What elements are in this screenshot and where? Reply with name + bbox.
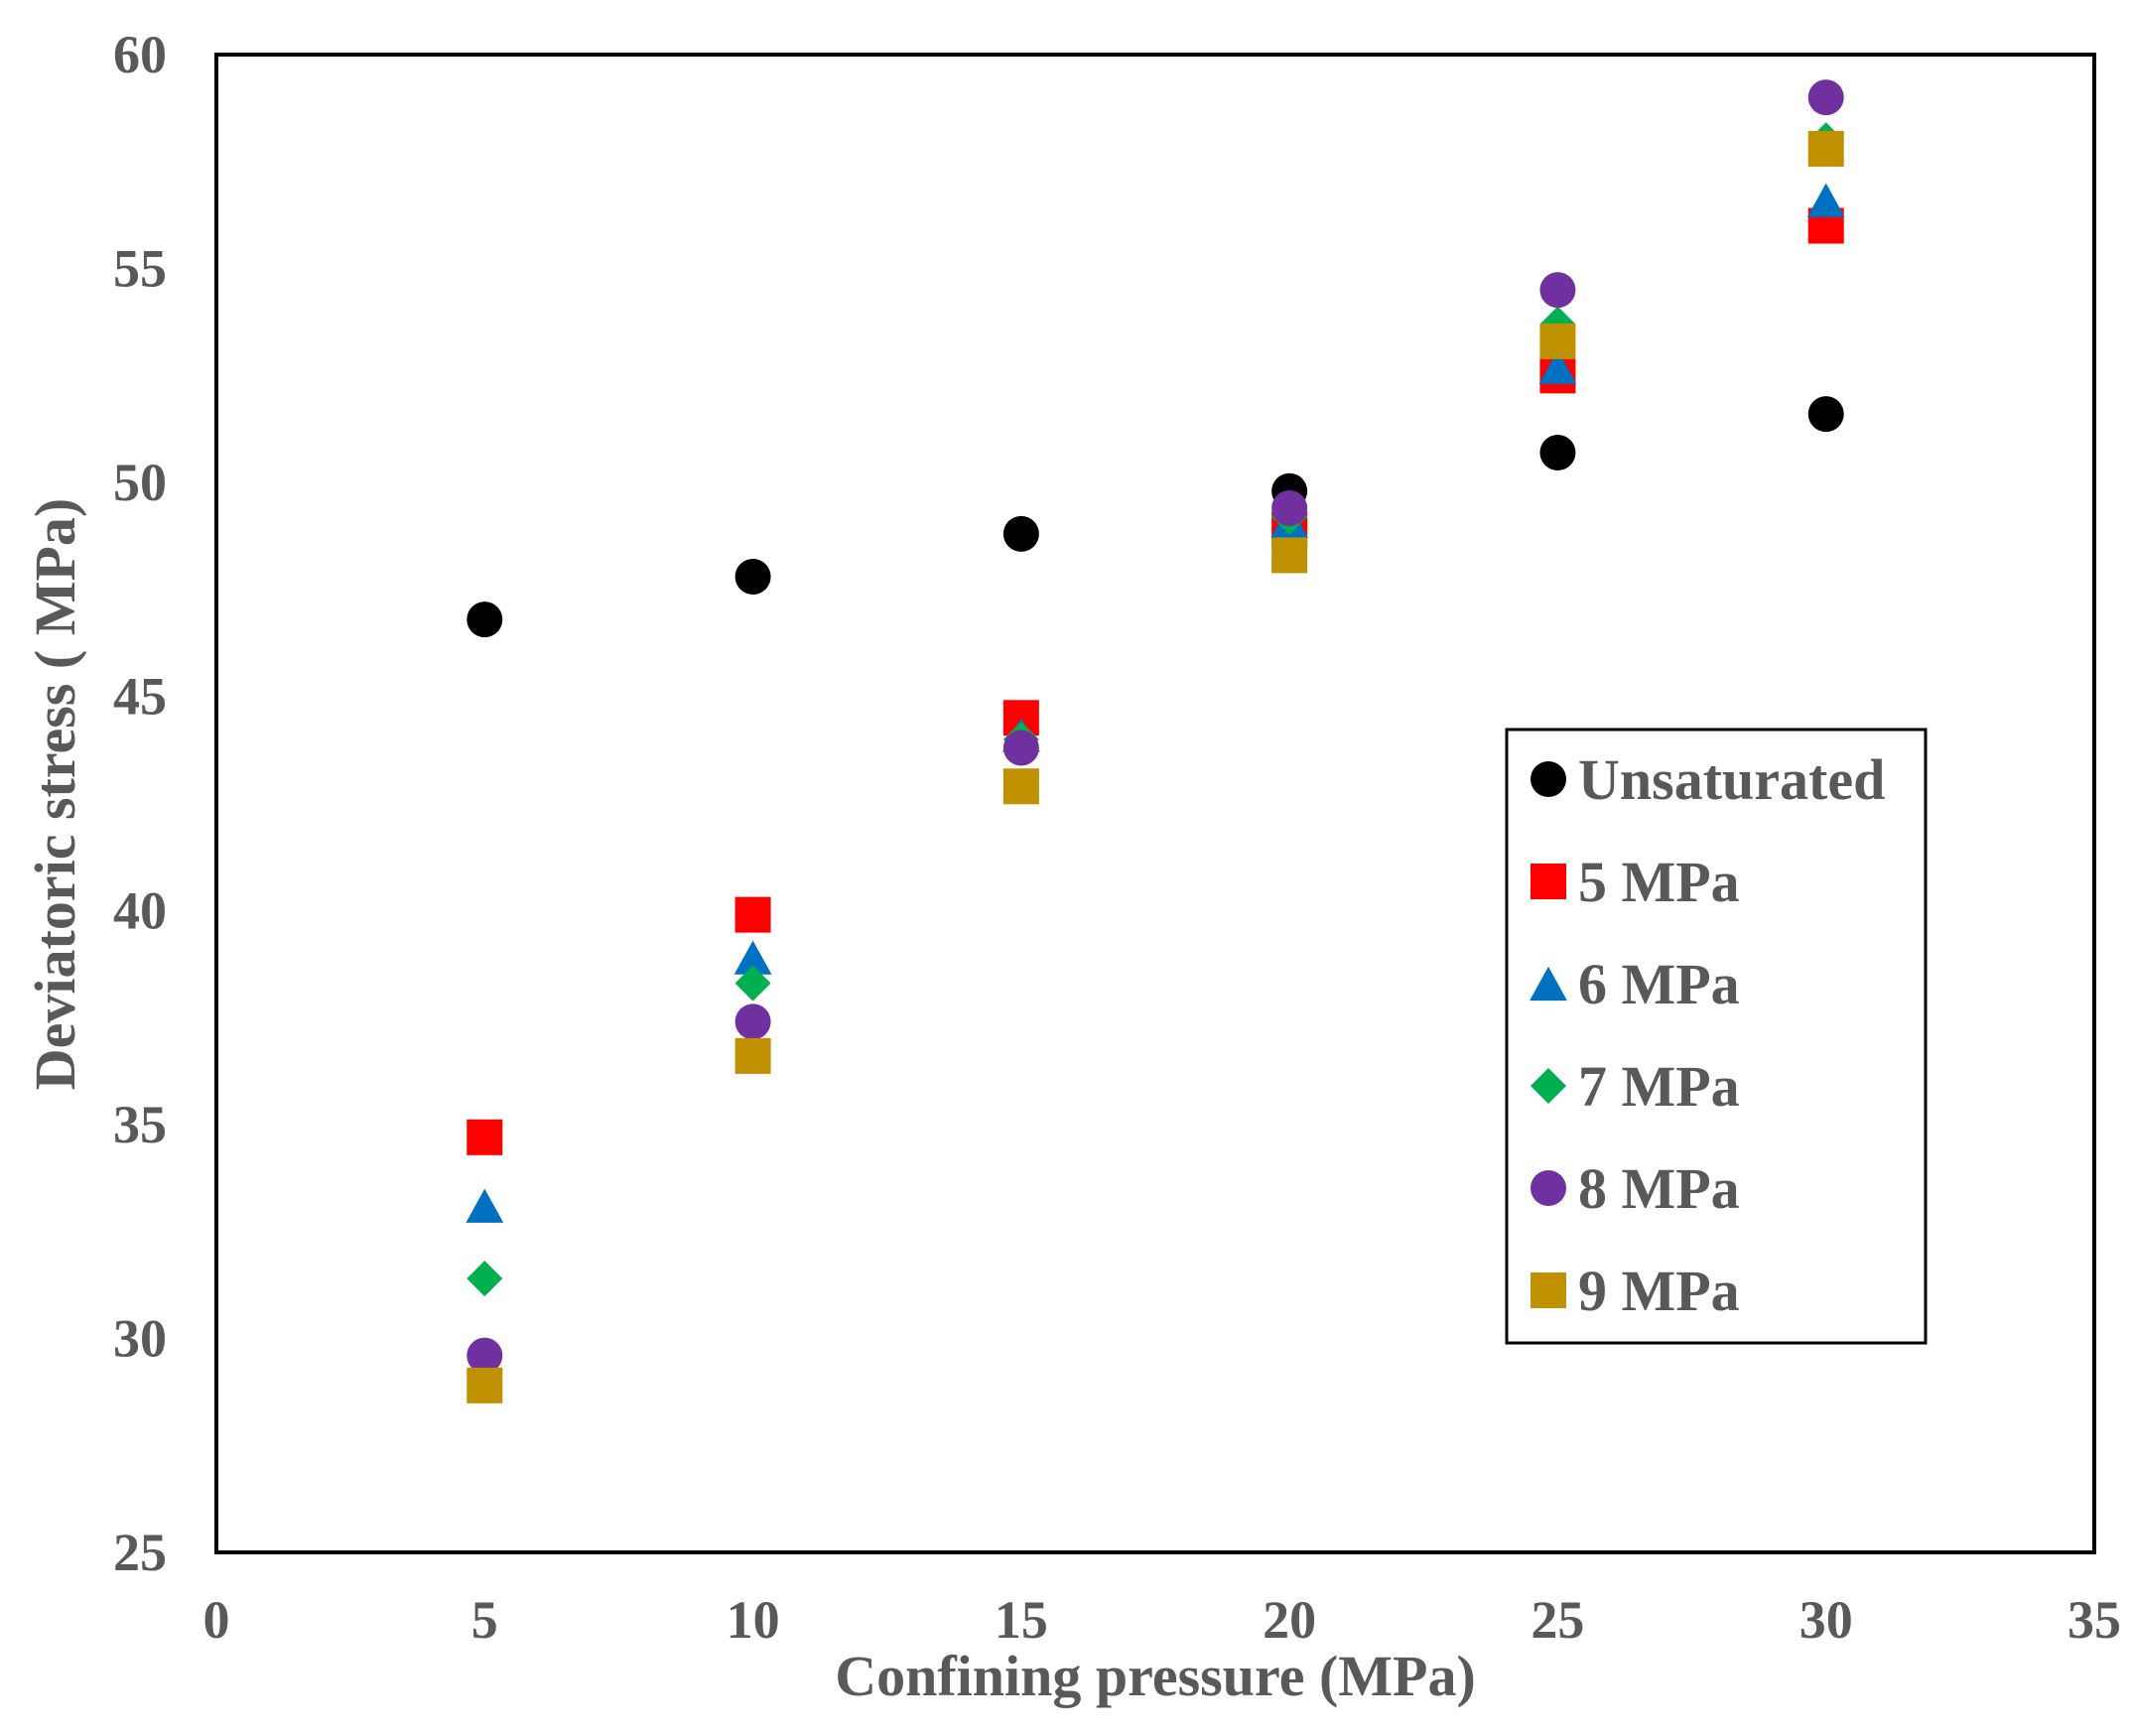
legend-entry: Unsaturated (1531, 747, 1885, 812)
data-point (733, 940, 772, 975)
legend-box (1505, 728, 1928, 1345)
data-point (734, 558, 771, 595)
x-tick-label: 30 (1799, 1590, 1853, 1650)
y-tick-label: 50 (113, 453, 167, 512)
legend-marker (1531, 761, 1566, 797)
data-point (466, 1261, 503, 1297)
data-point (1538, 349, 1577, 384)
data-point (734, 965, 771, 1002)
legend-label: 6 MPa (1578, 952, 1740, 1016)
y-tick-label: 55 (113, 239, 167, 299)
data-point (1539, 434, 1576, 470)
data-point (734, 1037, 771, 1074)
y-tick-label: 25 (113, 1523, 167, 1582)
data-point (1002, 768, 1039, 805)
data-point (1807, 130, 1844, 167)
legend: Unsaturated 5 MPa 6 MPa 7 MPa 8 MPa 9 MPa (1505, 728, 1928, 1345)
series-unsaturated (466, 396, 1844, 638)
data-point (466, 1188, 504, 1223)
x-tick-label: 35 (2067, 1590, 2121, 1650)
data-point (734, 896, 771, 933)
legend-label: Unsaturated (1578, 747, 1885, 812)
data-point (1271, 537, 1308, 574)
y-tick-label: 30 (113, 1308, 167, 1368)
legend-marker (1531, 1170, 1566, 1206)
legend-entry: 5 MPa (1531, 850, 1740, 914)
legend-label: 5 MPa (1578, 850, 1740, 914)
legend-entry: 6 MPa (1530, 952, 1740, 1016)
x-tick-label: 10 (727, 1590, 780, 1650)
legend-marker (1531, 1272, 1566, 1308)
y-tick-label: 35 (113, 1095, 167, 1154)
series-8-mpa (466, 79, 1844, 1374)
y-axis-ticks: 25 30 35 40 45 50 55 60 (113, 25, 167, 1582)
data-points (466, 79, 1845, 1403)
legend-entry: 9 MPa (1531, 1259, 1740, 1323)
data-point (1539, 323, 1576, 359)
legend-label: 7 MPa (1578, 1054, 1740, 1119)
legend-marker (1531, 1068, 1566, 1104)
y-axis-title: Deviatoric stress ( MPa) (23, 498, 87, 1090)
data-point (466, 1367, 503, 1403)
data-point (1539, 272, 1576, 309)
y-tick-label: 40 (113, 880, 167, 940)
x-tick-label: 15 (995, 1590, 1048, 1650)
data-point (734, 1003, 771, 1040)
x-axis-ticks: 0 5 10 15 20 25 30 35 (203, 1590, 2122, 1650)
plot-area-frame (214, 53, 2096, 1554)
x-axis-title: Confining pressure (MPa) (835, 1644, 1476, 1708)
series-9-mpa (466, 130, 1844, 1403)
data-point (1806, 183, 1845, 217)
legend-marker (1530, 966, 1567, 1002)
data-point (1271, 490, 1308, 527)
data-point (466, 601, 503, 638)
y-tick-label: 60 (113, 25, 167, 84)
legend-label: 8 MPa (1578, 1156, 1740, 1221)
data-point (466, 1119, 503, 1155)
data-point (1002, 515, 1039, 552)
data-point (1807, 79, 1844, 116)
legend-entry: 8 MPa (1531, 1156, 1740, 1221)
legend-entry: 7 MPa (1531, 1054, 1740, 1119)
data-point (1002, 730, 1039, 766)
y-tick-label: 45 (113, 667, 167, 727)
legend-label: 9 MPa (1578, 1259, 1740, 1323)
x-tick-label: 25 (1531, 1590, 1584, 1650)
legend-marker (1531, 864, 1566, 899)
x-tick-label: 20 (1263, 1590, 1316, 1650)
data-point (1807, 396, 1844, 433)
data-point (466, 1337, 503, 1374)
x-tick-label: 0 (203, 1590, 230, 1650)
legend-items: Unsaturated 5 MPa 6 MPa 7 MPa 8 MPa 9 MPa (1530, 747, 1885, 1323)
x-tick-label: 5 (471, 1590, 498, 1650)
